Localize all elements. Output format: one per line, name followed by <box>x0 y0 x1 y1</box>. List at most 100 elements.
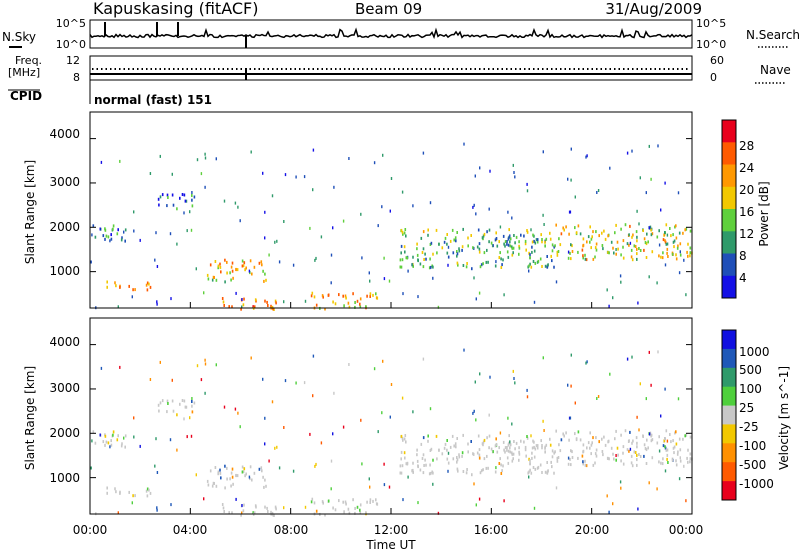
echo-cell <box>236 474 239 478</box>
echo-cell <box>253 305 256 309</box>
echo-cell <box>689 254 691 258</box>
echo-cell <box>203 291 205 295</box>
echo-cell <box>432 252 434 256</box>
echo-cell <box>310 294 313 298</box>
echo-cell <box>146 494 149 498</box>
echo-cell <box>617 453 619 457</box>
echo-cell <box>245 472 247 476</box>
echo-cell <box>563 228 565 232</box>
echo-cell <box>607 251 609 254</box>
echo-cell <box>315 509 318 513</box>
echo-cell <box>373 367 376 371</box>
echo-cell <box>512 457 514 461</box>
xtick-0800: 08:00 <box>274 523 309 537</box>
echo-cell <box>486 436 488 440</box>
echo-cell <box>666 247 669 251</box>
colorbar-swatch <box>722 348 736 369</box>
echo-cell <box>435 228 438 232</box>
echo-cell <box>509 240 511 244</box>
echo-cell <box>666 233 669 237</box>
echo-cell <box>313 501 316 505</box>
echo-cell <box>546 471 549 475</box>
velocity-ytick-1000: 1000 <box>49 471 80 485</box>
echo-cell <box>569 457 571 461</box>
echo-cell <box>456 261 459 265</box>
echo-cell <box>474 174 476 178</box>
echo-cell <box>671 458 674 462</box>
echo-cell <box>222 300 225 304</box>
echo-cell <box>119 365 121 369</box>
echo-cell <box>466 262 468 265</box>
echo-cell <box>148 282 150 286</box>
echo-cell <box>472 452 474 456</box>
echo-cell <box>482 440 485 444</box>
echo-cell <box>591 441 593 445</box>
echo-cell <box>645 191 647 195</box>
velocity-cbar-label: Velocity [m s^-1] <box>777 366 791 470</box>
echo-cell <box>685 433 688 437</box>
echo-cell <box>191 194 193 197</box>
echo-cell <box>528 269 530 273</box>
echo-cell <box>404 250 406 254</box>
echo-cell <box>377 430 379 434</box>
echo-cell <box>597 395 600 398</box>
echo-cell <box>115 284 117 288</box>
echo-cell <box>620 280 622 284</box>
echo-cell <box>295 381 297 385</box>
echo-cell <box>347 507 350 511</box>
echo-cell <box>375 498 377 502</box>
echo-cell <box>666 457 668 461</box>
echo-cell <box>532 466 535 469</box>
echo-cell <box>524 239 527 243</box>
echo-cell <box>590 452 592 456</box>
echo-cell <box>193 401 196 405</box>
echo-cell <box>421 251 424 254</box>
echo-cell <box>158 409 160 413</box>
echo-cell <box>656 441 659 445</box>
echo-cell <box>375 292 377 296</box>
echo-cell <box>544 264 547 268</box>
echo-cell <box>650 434 652 438</box>
echo-cell <box>502 464 504 468</box>
echo-cell <box>457 263 459 267</box>
echo-cell <box>447 263 449 267</box>
echo-cell <box>456 254 458 258</box>
echo-cell <box>274 240 276 244</box>
echo-cell <box>283 506 285 510</box>
echo-cell <box>525 454 527 458</box>
echo-cell <box>176 448 178 452</box>
echo-cell <box>612 452 614 456</box>
echo-cell <box>223 199 226 203</box>
echo-cell <box>646 232 648 236</box>
echo-cell <box>574 432 576 436</box>
echo-cell <box>100 366 103 370</box>
echo-cell <box>565 225 567 229</box>
echo-cell <box>494 444 497 448</box>
echo-cell <box>110 439 112 443</box>
echo-cell <box>543 429 545 432</box>
echo-cell <box>114 281 116 285</box>
echo-cell <box>643 248 645 252</box>
echo-cell <box>506 242 508 246</box>
echo-cell <box>526 189 529 193</box>
echo-cell <box>479 166 481 170</box>
xtick-1200: 12:00 <box>374 523 409 537</box>
echo-cell <box>582 243 585 247</box>
echo-cell <box>265 484 267 488</box>
vel-cbar-tick-1000: 1000 <box>739 345 770 359</box>
echo-cell <box>360 212 362 216</box>
echo-cell <box>444 442 447 446</box>
power-echo-scatter <box>90 142 693 311</box>
echo-cell <box>504 446 507 450</box>
echo-cell <box>478 497 481 501</box>
echo-cell <box>223 304 225 307</box>
echo-cell <box>241 259 244 263</box>
echo-cell <box>159 360 161 364</box>
freq-label: Freq. <box>15 54 42 67</box>
echo-cell <box>679 448 682 452</box>
echo-cell <box>474 380 476 384</box>
echo-cell <box>673 451 675 455</box>
echo-cell <box>582 254 584 258</box>
echo-cell <box>631 441 633 445</box>
